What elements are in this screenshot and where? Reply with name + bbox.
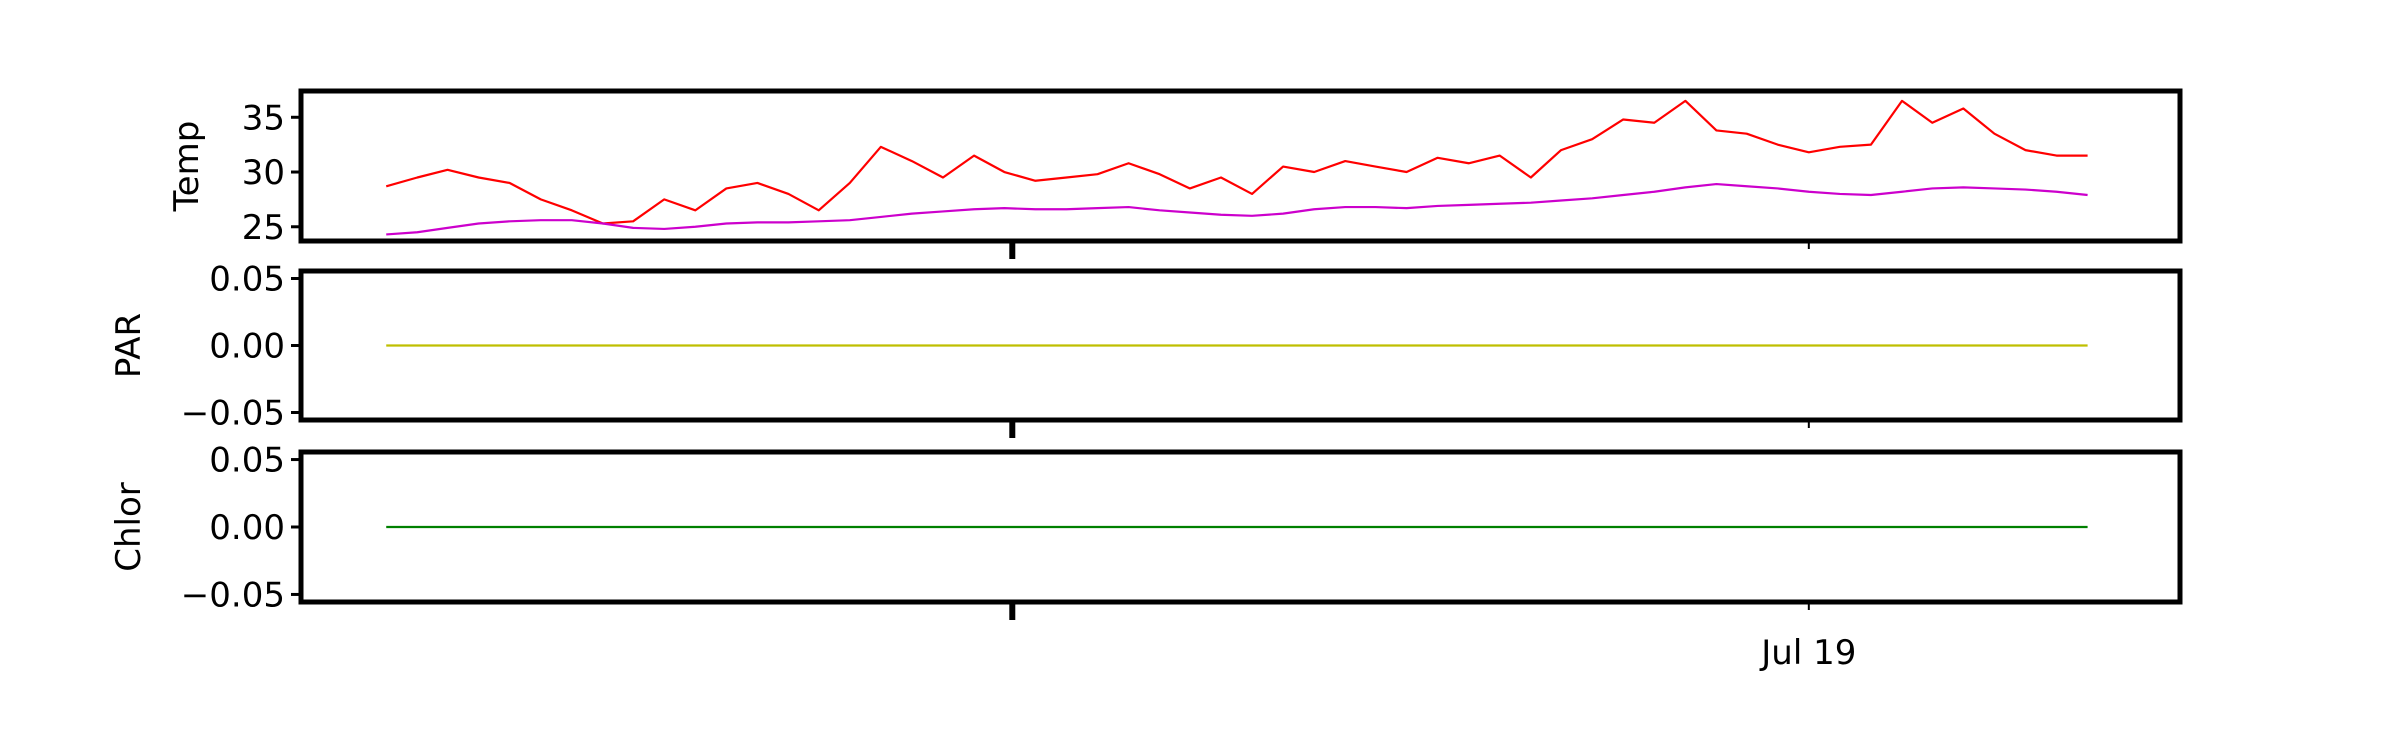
x-tick-label: Jul 19 [1759, 633, 1856, 673]
y-tick-label: 35 [242, 98, 285, 138]
y-axis-label: Temp [167, 121, 207, 213]
y-tick-label: −0.05 [181, 393, 285, 433]
y-tick-label: 30 [242, 153, 285, 193]
y-tick-label: 0.00 [209, 327, 285, 367]
data-line [386, 182, 2088, 236]
y-tick-label: 0.05 [209, 260, 285, 300]
data-line [385, 99, 2088, 225]
y-tick-label: −0.05 [181, 575, 285, 615]
y-axis-label: PAR [109, 313, 149, 378]
y-axis-label: Chlor [109, 482, 149, 572]
y-tick-label: 25 [242, 208, 285, 248]
axes-frame [298, 88, 2183, 244]
axes-frame [298, 268, 2183, 423]
y-tick-label: 0.00 [209, 508, 285, 548]
axes-frame [298, 449, 2183, 605]
y-tick-label: 0.05 [209, 441, 285, 481]
